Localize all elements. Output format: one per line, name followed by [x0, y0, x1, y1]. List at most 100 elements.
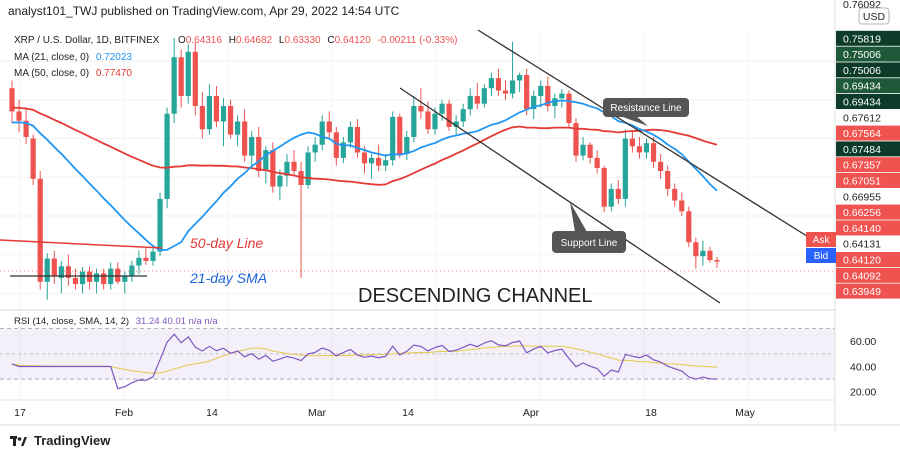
legend-change: -0.00211 (-0.33%): [378, 35, 458, 46]
price-tag: [836, 173, 900, 188]
candle-body: [44, 258, 50, 282]
price-tag: [836, 30, 900, 46]
candle-body: [347, 126, 353, 143]
candle-body: [509, 80, 516, 94]
price-tag: [836, 141, 900, 157]
footer: TradingView: [10, 433, 110, 448]
candle-body: [122, 276, 128, 282]
price-tag-label: 0.67051: [843, 176, 881, 188]
price-tag-label: 0.67484: [843, 144, 881, 156]
candle-body: [129, 265, 135, 277]
descending-channel: [10, 29, 811, 304]
price-tag: [836, 267, 900, 283]
price-tag-label: 0.76092: [843, 0, 881, 11]
rsi-axis-label: 40.00: [850, 361, 876, 373]
candle-body: [629, 138, 635, 147]
price-tag-label: 0.64140: [843, 223, 881, 235]
candle-body: [707, 250, 713, 261]
candle-body: [594, 157, 600, 168]
price-tag: [836, 78, 900, 94]
candle-body: [213, 95, 220, 122]
resistance-trendline: [477, 29, 811, 239]
legend-ohlc: O0.64316 H0.64682 L0.63330 C0.64120 -0.0…: [178, 35, 457, 46]
candle-body: [220, 106, 227, 122]
time-axis[interactable]: 17 Feb 14 Mar 14 Apr 18 May: [14, 407, 756, 419]
candle-body: [9, 88, 15, 112]
candle-body: [326, 121, 332, 133]
support-trendline: [399, 87, 721, 304]
price-tag-label: 0.69434: [843, 81, 881, 93]
candle-body: [636, 146, 643, 153]
ma21-line: [11, 99, 718, 252]
candle-body: [30, 138, 36, 179]
candle-body: [566, 93, 572, 124]
ask-badge: [806, 232, 836, 247]
candle-body: [333, 132, 339, 158]
candle-body: [86, 271, 93, 282]
annotation-support-text: Support Line: [561, 238, 618, 249]
candle-body: [390, 116, 396, 161]
candle-body: [531, 95, 537, 110]
candle-body: [227, 106, 234, 135]
candle-body: [277, 175, 283, 187]
tradingview-brand[interactable]: TradingView: [34, 433, 111, 448]
candle-body: [206, 95, 212, 130]
candle-body: [672, 188, 678, 201]
candle-body: [665, 171, 671, 189]
candle-body: [488, 78, 494, 89]
candle-body: [453, 121, 459, 127]
candle-body: [467, 95, 473, 110]
legend-ma50-label: MA (50, close, 0): [14, 68, 89, 79]
time-axis-label: 18: [645, 407, 657, 419]
candle-body: [460, 109, 466, 122]
candle-body: [305, 152, 311, 185]
price-tag-label: 0.64092: [843, 270, 881, 282]
candle-body: [538, 85, 544, 96]
annotation-resistance: Resistance Line: [603, 98, 689, 126]
price-tag: [836, 283, 900, 299]
candle-body: [474, 95, 480, 104]
price-axis[interactable]: 0.76092 0.75819 0.75006 0.75006 0.69434 0.694…: [834, 0, 900, 432]
candle-body: [439, 103, 445, 114]
price-tag-label: 0.67612: [843, 112, 881, 124]
price-tag-label: 0.75006: [843, 49, 881, 61]
ask-bid-tags: Ask Bid: [806, 232, 836, 263]
candle-body: [51, 258, 57, 277]
candle-body: [650, 143, 657, 162]
price-tag-label: 0.75819: [843, 33, 881, 45]
candle-body: [411, 106, 417, 137]
candle-body: [658, 161, 664, 172]
price-tag-label: 0.66256: [843, 207, 881, 219]
candle-body: [446, 103, 452, 127]
candle-body: [573, 123, 579, 156]
bid-label: Bid: [814, 251, 828, 262]
legend-ma21-label: MA (21, close, 0): [14, 52, 89, 63]
candle-body: [178, 57, 184, 96]
price-tag-label: 0.64120: [843, 255, 881, 267]
candle-body: [481, 88, 487, 104]
candle-body: [361, 152, 368, 164]
candle-body: [587, 144, 593, 158]
time-axis-label: Apr: [523, 407, 540, 419]
candle-body: [136, 257, 142, 266]
price-tag: [836, 125, 900, 141]
rsi-pane: [0, 328, 835, 390]
candle-body: [79, 271, 86, 285]
currency-badge: [858, 7, 890, 25]
annotation-support: Support Line: [552, 202, 626, 253]
candle-body: [714, 260, 720, 262]
candle-body: [397, 116, 403, 155]
candle-body: [23, 120, 29, 137]
legend-ma50-value: 0.77470: [96, 68, 133, 79]
candle-body: [72, 277, 79, 285]
annotation-50day: 50-day Line: [190, 235, 263, 251]
candle-body: [425, 111, 431, 130]
price-tag-label: 0.67357: [843, 160, 881, 172]
candle-body: [171, 57, 177, 114]
time-axis-label: 17: [14, 407, 26, 419]
price-tag-label: 0.63949: [843, 286, 881, 298]
annotation-21sma: 21-day SMA: [189, 270, 267, 286]
candle-body: [157, 198, 163, 252]
price-tag: [836, 204, 900, 220]
